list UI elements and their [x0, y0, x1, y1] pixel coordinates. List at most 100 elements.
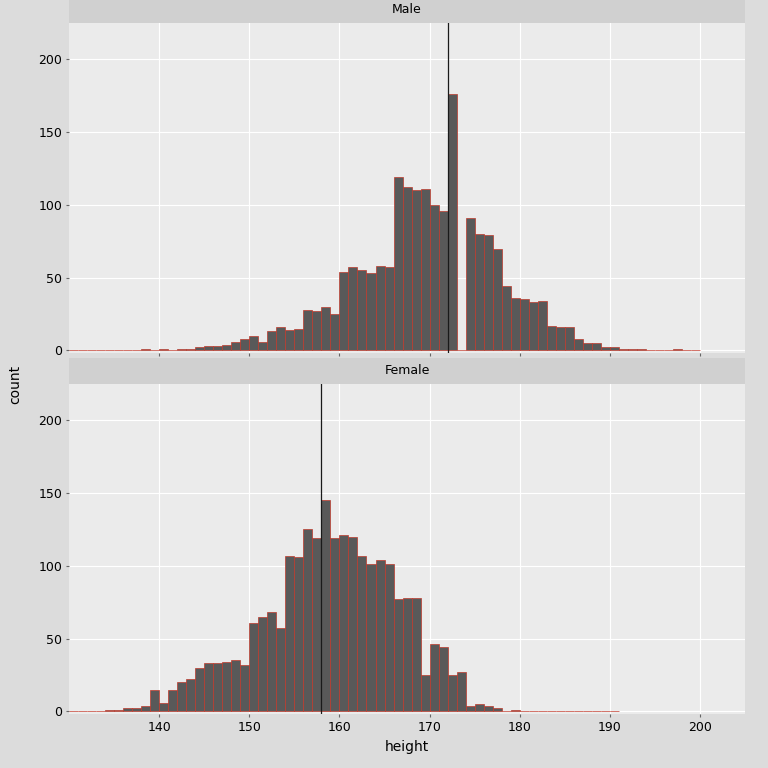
- Bar: [439, 210, 448, 350]
- Bar: [168, 690, 177, 711]
- Bar: [528, 303, 538, 350]
- Bar: [114, 710, 123, 711]
- Bar: [421, 675, 429, 711]
- Bar: [105, 710, 114, 711]
- Bar: [492, 249, 502, 350]
- Bar: [330, 538, 339, 711]
- Bar: [276, 327, 286, 350]
- Text: count: count: [8, 365, 22, 403]
- Bar: [222, 345, 231, 350]
- Bar: [448, 675, 457, 711]
- Bar: [475, 704, 484, 711]
- Bar: [159, 703, 168, 711]
- Bar: [393, 599, 402, 711]
- Bar: [187, 349, 195, 350]
- Bar: [339, 535, 349, 711]
- Bar: [583, 343, 592, 350]
- Bar: [520, 300, 528, 350]
- Bar: [231, 660, 240, 711]
- Bar: [357, 270, 366, 350]
- Bar: [349, 267, 357, 350]
- Bar: [250, 623, 258, 711]
- Bar: [276, 628, 286, 711]
- Bar: [339, 272, 349, 350]
- Bar: [366, 273, 376, 350]
- Bar: [303, 310, 313, 350]
- Bar: [637, 349, 646, 350]
- Bar: [313, 538, 322, 711]
- Bar: [250, 336, 258, 350]
- Bar: [627, 349, 637, 350]
- Bar: [240, 665, 250, 711]
- Bar: [592, 343, 601, 350]
- Bar: [538, 301, 547, 350]
- Bar: [610, 347, 619, 350]
- Bar: [448, 94, 457, 350]
- Bar: [439, 647, 448, 711]
- Bar: [222, 662, 231, 711]
- Bar: [267, 612, 276, 711]
- X-axis label: height: height: [385, 740, 429, 753]
- Bar: [187, 680, 195, 711]
- Bar: [195, 347, 204, 350]
- Bar: [502, 286, 511, 350]
- Bar: [240, 339, 250, 350]
- Bar: [159, 349, 168, 350]
- Bar: [204, 346, 214, 350]
- Bar: [601, 347, 610, 350]
- Bar: [393, 177, 402, 350]
- Bar: [484, 706, 492, 711]
- Bar: [412, 598, 421, 711]
- Bar: [556, 327, 564, 350]
- Bar: [195, 667, 204, 711]
- Bar: [412, 190, 421, 350]
- Bar: [492, 708, 502, 711]
- Bar: [376, 266, 385, 350]
- Bar: [204, 664, 214, 711]
- Bar: [402, 598, 412, 711]
- Bar: [547, 326, 556, 350]
- Bar: [294, 557, 303, 711]
- Bar: [177, 682, 187, 711]
- Bar: [214, 346, 222, 350]
- Bar: [322, 306, 330, 350]
- Bar: [564, 327, 574, 350]
- Bar: [214, 664, 222, 711]
- Bar: [457, 672, 465, 711]
- Bar: [366, 564, 376, 711]
- Bar: [313, 311, 322, 350]
- Bar: [303, 529, 313, 711]
- Bar: [258, 617, 267, 711]
- Bar: [385, 267, 393, 350]
- Bar: [376, 560, 385, 711]
- Bar: [619, 349, 627, 350]
- Bar: [132, 708, 141, 711]
- Bar: [286, 556, 294, 711]
- Bar: [141, 349, 151, 350]
- Bar: [429, 205, 439, 350]
- Bar: [349, 537, 357, 711]
- Bar: [465, 218, 475, 350]
- Bar: [151, 690, 159, 711]
- Bar: [484, 236, 492, 350]
- Bar: [330, 314, 339, 350]
- Bar: [258, 342, 267, 350]
- Bar: [357, 556, 366, 711]
- Bar: [511, 710, 520, 711]
- Bar: [123, 708, 132, 711]
- Bar: [231, 342, 240, 350]
- Bar: [286, 330, 294, 350]
- Bar: [511, 298, 520, 350]
- Bar: [294, 329, 303, 350]
- Bar: [402, 187, 412, 350]
- Bar: [267, 332, 276, 350]
- Bar: [429, 644, 439, 711]
- Bar: [673, 349, 682, 350]
- Bar: [141, 706, 151, 711]
- Bar: [421, 189, 429, 350]
- Bar: [177, 349, 187, 350]
- Bar: [322, 501, 330, 711]
- Bar: [385, 564, 393, 711]
- Bar: [475, 234, 484, 350]
- Bar: [574, 339, 583, 350]
